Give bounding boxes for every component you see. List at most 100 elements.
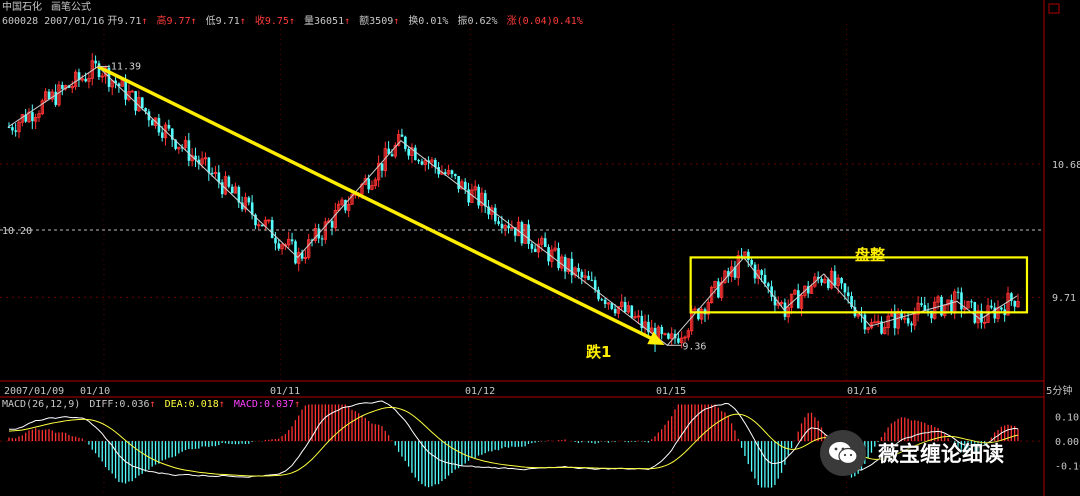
- candle-body: [823, 278, 827, 284]
- candle-body: [233, 186, 238, 194]
- candle-body: [729, 266, 734, 277]
- candle-body: [880, 321, 883, 334]
- candle-body: [134, 91, 137, 111]
- candle-body: [167, 124, 171, 129]
- candle-body: [533, 248, 537, 252]
- candle-body: [54, 91, 58, 105]
- candle-body: [373, 179, 377, 186]
- candle-body: [47, 91, 51, 100]
- candle-body: [933, 301, 937, 319]
- candle-body: [313, 228, 318, 241]
- chart-labels-layer: 11.39 9.36 10.20 跌1 盘整: [2, 62, 885, 361]
- macd-value: MACD:0.037: [233, 399, 295, 410]
- candle-body: [400, 134, 404, 137]
- candle-body: [153, 117, 158, 126]
- amount-arrow: ↑: [393, 16, 400, 27]
- candle-body: [340, 199, 344, 205]
- candle-body: [61, 84, 64, 89]
- candle-body: [923, 305, 927, 311]
- candle-body: [680, 337, 684, 344]
- candle-body: [733, 266, 737, 278]
- candle-body: [307, 239, 311, 258]
- candles-layer: [7, 53, 1020, 352]
- candle-body: [31, 112, 34, 122]
- candle-body: [1000, 307, 1003, 310]
- candle-body: [843, 283, 847, 293]
- candle-body: [250, 202, 254, 215]
- candle-body: [587, 275, 590, 280]
- candle-body: [750, 260, 753, 265]
- candle-body: [503, 225, 507, 229]
- candle-body: [510, 226, 514, 229]
- candle-body: [846, 292, 850, 297]
- candle-body: [990, 305, 993, 308]
- candle-body: [540, 237, 544, 245]
- volume-arrow: ↑: [344, 16, 351, 27]
- candle-body: [677, 338, 680, 343]
- wechat-icon: [820, 430, 866, 476]
- candle-body: [50, 91, 54, 100]
- candle-body: [37, 113, 41, 118]
- candle-body: [477, 186, 480, 206]
- candle-body: [197, 159, 201, 164]
- candle-body: [816, 276, 820, 279]
- candle-body: [636, 315, 641, 318]
- candle-body: [966, 300, 970, 309]
- candle-body: [43, 91, 48, 102]
- dea-arrow: ↑: [218, 399, 225, 410]
- candle-body: [407, 148, 410, 156]
- open-value: 开9.71: [107, 16, 142, 27]
- corner-box: [1048, 3, 1060, 14]
- consolidation-label: 盘整: [855, 246, 885, 264]
- low-marker-label: 9.36: [682, 341, 706, 352]
- candle-body: [333, 209, 337, 229]
- candle-body: [387, 148, 391, 155]
- y-axis-layer: 10.68 9.71 0.10 0.00 -0.10: [1052, 160, 1080, 473]
- amount-value: 额3509: [359, 16, 394, 27]
- diff-value: DIFF:0.036: [89, 399, 150, 410]
- candle-body: [650, 327, 654, 333]
- candle-body: [779, 302, 784, 305]
- candle-body: [84, 78, 87, 82]
- candle-body: [77, 72, 81, 81]
- consolidation-box-layer: [689, 256, 1029, 314]
- candle-body: [626, 305, 631, 313]
- candle-body: [936, 296, 940, 303]
- candle-body: [583, 275, 587, 278]
- candle-body: [430, 159, 434, 163]
- candle-body: [727, 271, 730, 277]
- candle-body: [277, 243, 281, 249]
- macd-y-tick-label: 0.00: [1055, 437, 1079, 448]
- candle-body: [803, 285, 807, 296]
- candle-body: [254, 214, 257, 226]
- candle-body: [270, 220, 274, 239]
- candle-body: [300, 252, 304, 259]
- candle-body: [260, 224, 264, 227]
- candle-body: [956, 291, 960, 293]
- candle-body: [793, 289, 797, 295]
- candle-body: [17, 121, 21, 133]
- candle-body: [207, 157, 211, 173]
- horizontal-grid: [0, 163, 1044, 442]
- candle-body: [697, 308, 700, 320]
- candle-body: [437, 167, 440, 175]
- fall-label: 跌1: [586, 343, 611, 361]
- candle-body: [616, 306, 621, 314]
- candle-body: [527, 224, 530, 244]
- candle-body: [566, 258, 571, 272]
- candle-body: [130, 90, 134, 93]
- candle-body: [33, 116, 38, 122]
- candle-body: [536, 243, 541, 253]
- candle-body: [87, 77, 91, 82]
- candle-body: [450, 170, 454, 175]
- candle-body: [257, 224, 261, 227]
- candle-body: [663, 333, 667, 335]
- candle-body: [467, 189, 470, 203]
- candle-body: [200, 158, 204, 165]
- candle-body: [560, 256, 564, 269]
- candle-body: [613, 308, 617, 314]
- candle-body: [417, 159, 420, 162]
- candle-body: [590, 279, 594, 281]
- candle-body: [310, 239, 314, 241]
- candle-body: [866, 327, 870, 330]
